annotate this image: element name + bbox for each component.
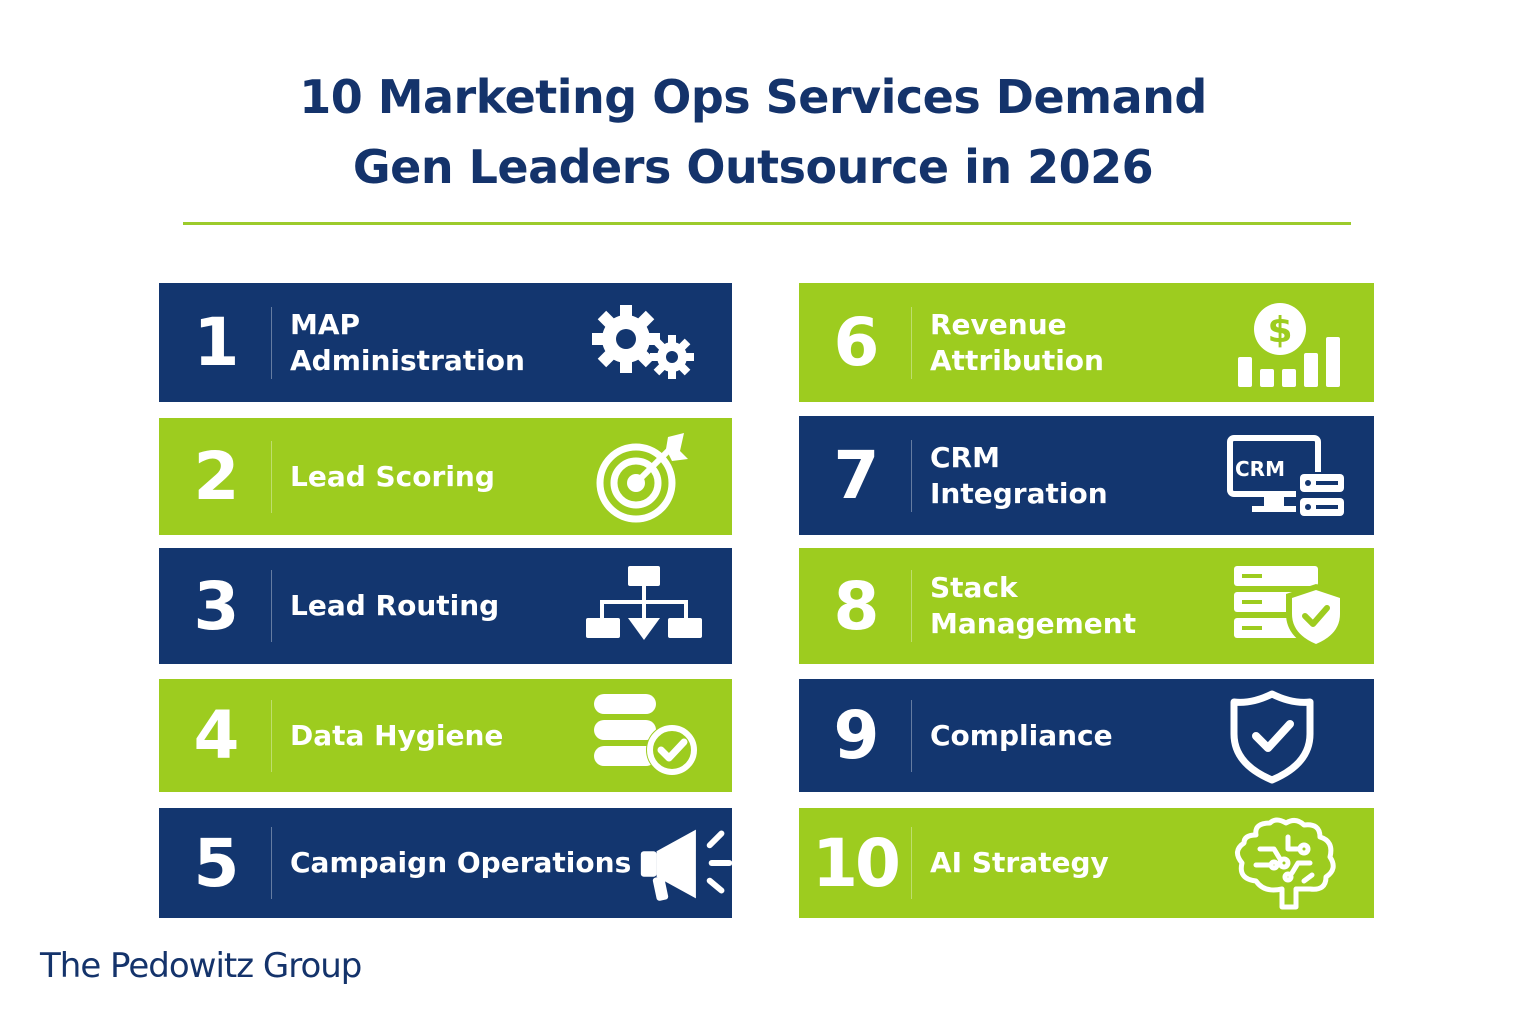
divider [271, 570, 272, 642]
service-label: Revenue Attribution [930, 307, 1104, 377]
service-card-3: 3 Lead Routing [159, 548, 732, 664]
title-divider [183, 222, 1351, 225]
service-card-2: 2 Lead Scoring [159, 418, 732, 535]
divider [911, 306, 912, 379]
crm-icon-text: CRM [1235, 457, 1285, 481]
megaphone-icon [631, 813, 732, 913]
service-card-5: 5 Campaign Operations [159, 808, 732, 918]
brand-name: The Pedowitz Group [40, 946, 362, 986]
service-card-6: 6 Revenue Attribution $ [799, 283, 1374, 402]
service-label: CRM Integration [930, 440, 1108, 510]
service-label: MAP Administration [290, 307, 525, 377]
service-card-10: 10 AI Strategy [799, 808, 1374, 918]
service-number: 6 [833, 304, 880, 381]
service-number: 1 [193, 304, 240, 381]
service-number: 3 [193, 567, 240, 645]
database-check-icon [574, 686, 714, 786]
service-card-4: 4 Data Hygiene [159, 679, 732, 792]
title-line-1: 10 Marketing Ops Services Demand [299, 70, 1207, 124]
server-shield-icon [1216, 556, 1356, 656]
shield-check-icon [1216, 686, 1356, 786]
dollar-chart-icon: $ [1216, 293, 1356, 393]
service-card-9: 9 Compliance [799, 679, 1374, 792]
gears-icon [574, 293, 714, 393]
divider [271, 827, 272, 899]
org-chart-icon [574, 556, 714, 656]
service-label: Campaign Operations [290, 846, 632, 879]
svg-text:$: $ [1267, 310, 1292, 351]
service-card-8: 8 Stack Management [799, 548, 1374, 664]
service-number: 2 [193, 438, 240, 515]
service-label: Data Hygiene [290, 718, 504, 752]
divider [271, 440, 272, 513]
service-label: AI Strategy [930, 846, 1109, 879]
divider [911, 570, 912, 642]
service-card-1: 1 MAP Administration [159, 283, 732, 402]
crm-monitor-icon: CRM [1216, 426, 1356, 526]
divider [271, 699, 272, 772]
service-label: Lead Routing [290, 589, 500, 622]
service-number: 10 [812, 824, 901, 902]
service-label: Lead Scoring [290, 459, 495, 493]
divider [271, 306, 272, 379]
title-line-2: Gen Leaders Outsource in 2026 [352, 140, 1154, 194]
service-card-7: 7 CRM Integration CRM [799, 416, 1374, 535]
service-label: Stack Management [930, 571, 1137, 640]
service-number: 8 [833, 567, 880, 645]
target-icon [574, 427, 714, 527]
service-number: 5 [193, 824, 240, 902]
brain-icon [1216, 813, 1356, 913]
divider [911, 827, 912, 899]
divider [911, 699, 912, 772]
service-number: 9 [833, 697, 880, 774]
divider [911, 439, 912, 512]
service-label: Compliance [930, 718, 1113, 752]
service-number: 4 [193, 697, 240, 774]
page-title: 10 Marketing Ops Services Demand Gen Lea… [0, 62, 1506, 202]
service-number: 7 [833, 437, 880, 514]
